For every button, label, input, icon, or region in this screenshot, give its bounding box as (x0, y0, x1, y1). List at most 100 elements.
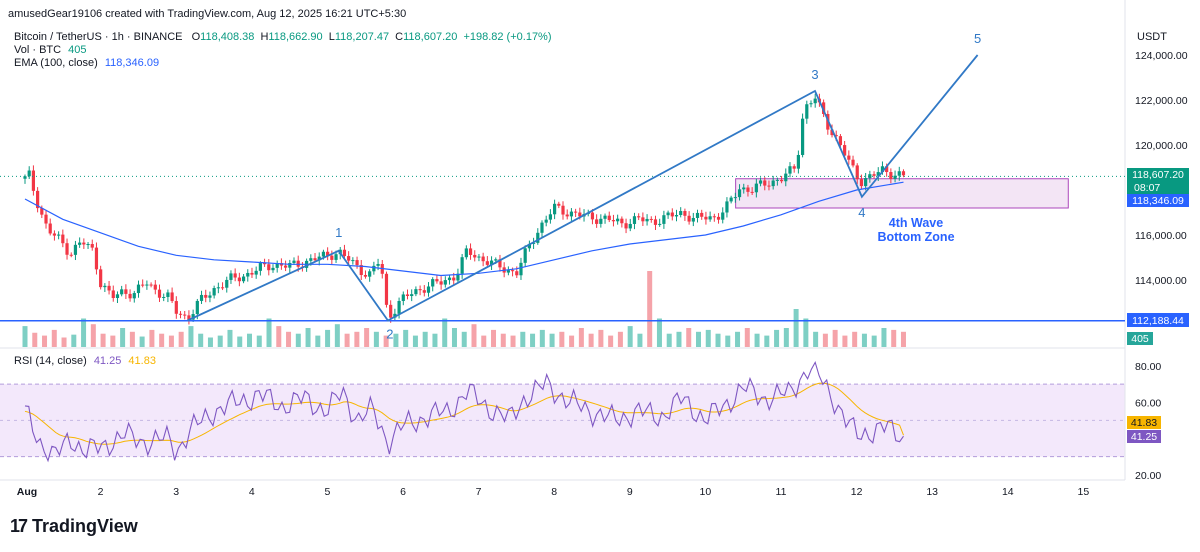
legend-volume-row[interactable]: Vol · BTC 405 (14, 44, 87, 56)
candle-body (805, 104, 809, 119)
time-tick-label: 4 (249, 486, 255, 498)
candle-body (187, 315, 191, 320)
ema-tag: 118,346.09 (1132, 195, 1184, 207)
candle-body (599, 218, 603, 224)
volume-bar (461, 331, 467, 347)
candle-body (351, 260, 355, 262)
candle-body (27, 170, 31, 177)
candle-body (784, 173, 788, 182)
countdown-tag-bg (1127, 181, 1189, 194)
candle-body (246, 272, 250, 277)
candle-body (725, 201, 729, 213)
volume-bar (32, 332, 38, 347)
candle-body (574, 211, 578, 213)
candle-body (296, 260, 300, 267)
zone-label-line2: Bottom Zone (877, 230, 954, 244)
candle-body (763, 180, 767, 186)
legend-symbol-row[interactable]: Bitcoin / TetherUS · 1h · BINANCE O118,4… (14, 31, 552, 43)
candle-body (847, 155, 851, 160)
volume-bar (549, 333, 555, 347)
candle-body (683, 211, 687, 216)
volume-bar (471, 324, 477, 347)
candle-body (57, 234, 61, 236)
rsi-ma-tag-bg (1127, 416, 1161, 429)
candle-body (36, 190, 40, 209)
volume-bar (510, 335, 516, 347)
candle-body (746, 187, 750, 192)
candle-body (590, 212, 595, 220)
candle-body (250, 272, 254, 275)
candle-body (220, 287, 225, 289)
candle-body (788, 166, 792, 174)
candle-body (431, 279, 435, 287)
currency-label[interactable]: USDT (1137, 31, 1167, 43)
candle-body (885, 166, 889, 173)
ema-value: 118,346.09 (104, 57, 160, 69)
candle-body (855, 165, 859, 180)
volume-bar (51, 329, 57, 347)
volume-bar (159, 333, 165, 347)
price-tick-label: 114,000.00 (1135, 275, 1187, 287)
candle-body (271, 267, 275, 271)
candle-body (283, 265, 288, 268)
legend-ema-row[interactable]: EMA (100, close) 118,346.09 (14, 57, 159, 69)
candle-body (779, 179, 784, 182)
candle-body (178, 313, 183, 315)
candle-body (843, 145, 847, 156)
rsi-tag: 41.25 (1131, 431, 1157, 443)
candle-body (553, 203, 557, 215)
volume-bar (666, 333, 672, 347)
ema-label: EMA (100, close) (14, 57, 98, 69)
volume-bar (383, 335, 389, 347)
candle-body (405, 294, 410, 297)
symbol-name[interactable]: Bitcoin / TetherUS · 1h · BINANCE (14, 31, 183, 43)
volume-bar (188, 326, 194, 347)
candle-body (473, 254, 477, 258)
volume-bar (881, 328, 887, 347)
candle-body (262, 263, 267, 265)
volume-bar (276, 326, 282, 347)
volume-tag: 405 (1131, 333, 1149, 345)
volume-bar (793, 309, 799, 347)
candle-body (616, 218, 620, 222)
candle-body (128, 293, 132, 299)
volume-bar (578, 328, 584, 347)
candle-body (258, 263, 262, 271)
volume-bar (539, 329, 545, 347)
legend-rsi-row[interactable]: RSI (14, close) 41.25 41.83 (14, 355, 156, 367)
candle-body (679, 211, 683, 215)
candle-body (334, 254, 338, 260)
ohlc-open-label: O (191, 31, 201, 43)
candle-body (317, 256, 321, 261)
volume-bar (81, 318, 87, 347)
price-tick-label: 122,000.00 (1135, 95, 1188, 107)
tradingview-logo[interactable]: 17 TradingView (10, 516, 138, 537)
candle-body (851, 159, 855, 166)
time-axis[interactable]: Aug 2 3 4 5 6 7 8 9 10 11 12 13 14 15 (17, 486, 1090, 498)
ema-tag-bg (1127, 194, 1189, 207)
price-axis[interactable]: 124,000.00 122,000.00 120,000.00 116,000.00… (1135, 50, 1188, 287)
candle-body (199, 294, 204, 301)
volume-bar (217, 335, 223, 347)
rsi-axis[interactable]: 80.00 60.00 20.00 (1135, 361, 1161, 482)
elliott-wave[interactable] (187, 54, 979, 322)
candle-body (313, 258, 317, 261)
rsi-tick-label: 80.00 (1135, 361, 1161, 373)
candle-body (204, 294, 208, 298)
volume-bar (286, 331, 292, 347)
volume-bar (500, 333, 506, 347)
wave-path (187, 54, 979, 322)
candle-body (73, 244, 78, 255)
candle-body (716, 216, 721, 220)
candle-body (115, 294, 120, 299)
candle-body (864, 178, 868, 187)
candle-body (389, 304, 393, 318)
volume-bar (246, 333, 252, 347)
volume-bar (852, 331, 858, 347)
candle-body (233, 273, 237, 278)
volume-bar (354, 331, 360, 347)
volume-bars (22, 271, 906, 347)
volume-bar (686, 328, 692, 347)
candle-body (485, 261, 489, 265)
